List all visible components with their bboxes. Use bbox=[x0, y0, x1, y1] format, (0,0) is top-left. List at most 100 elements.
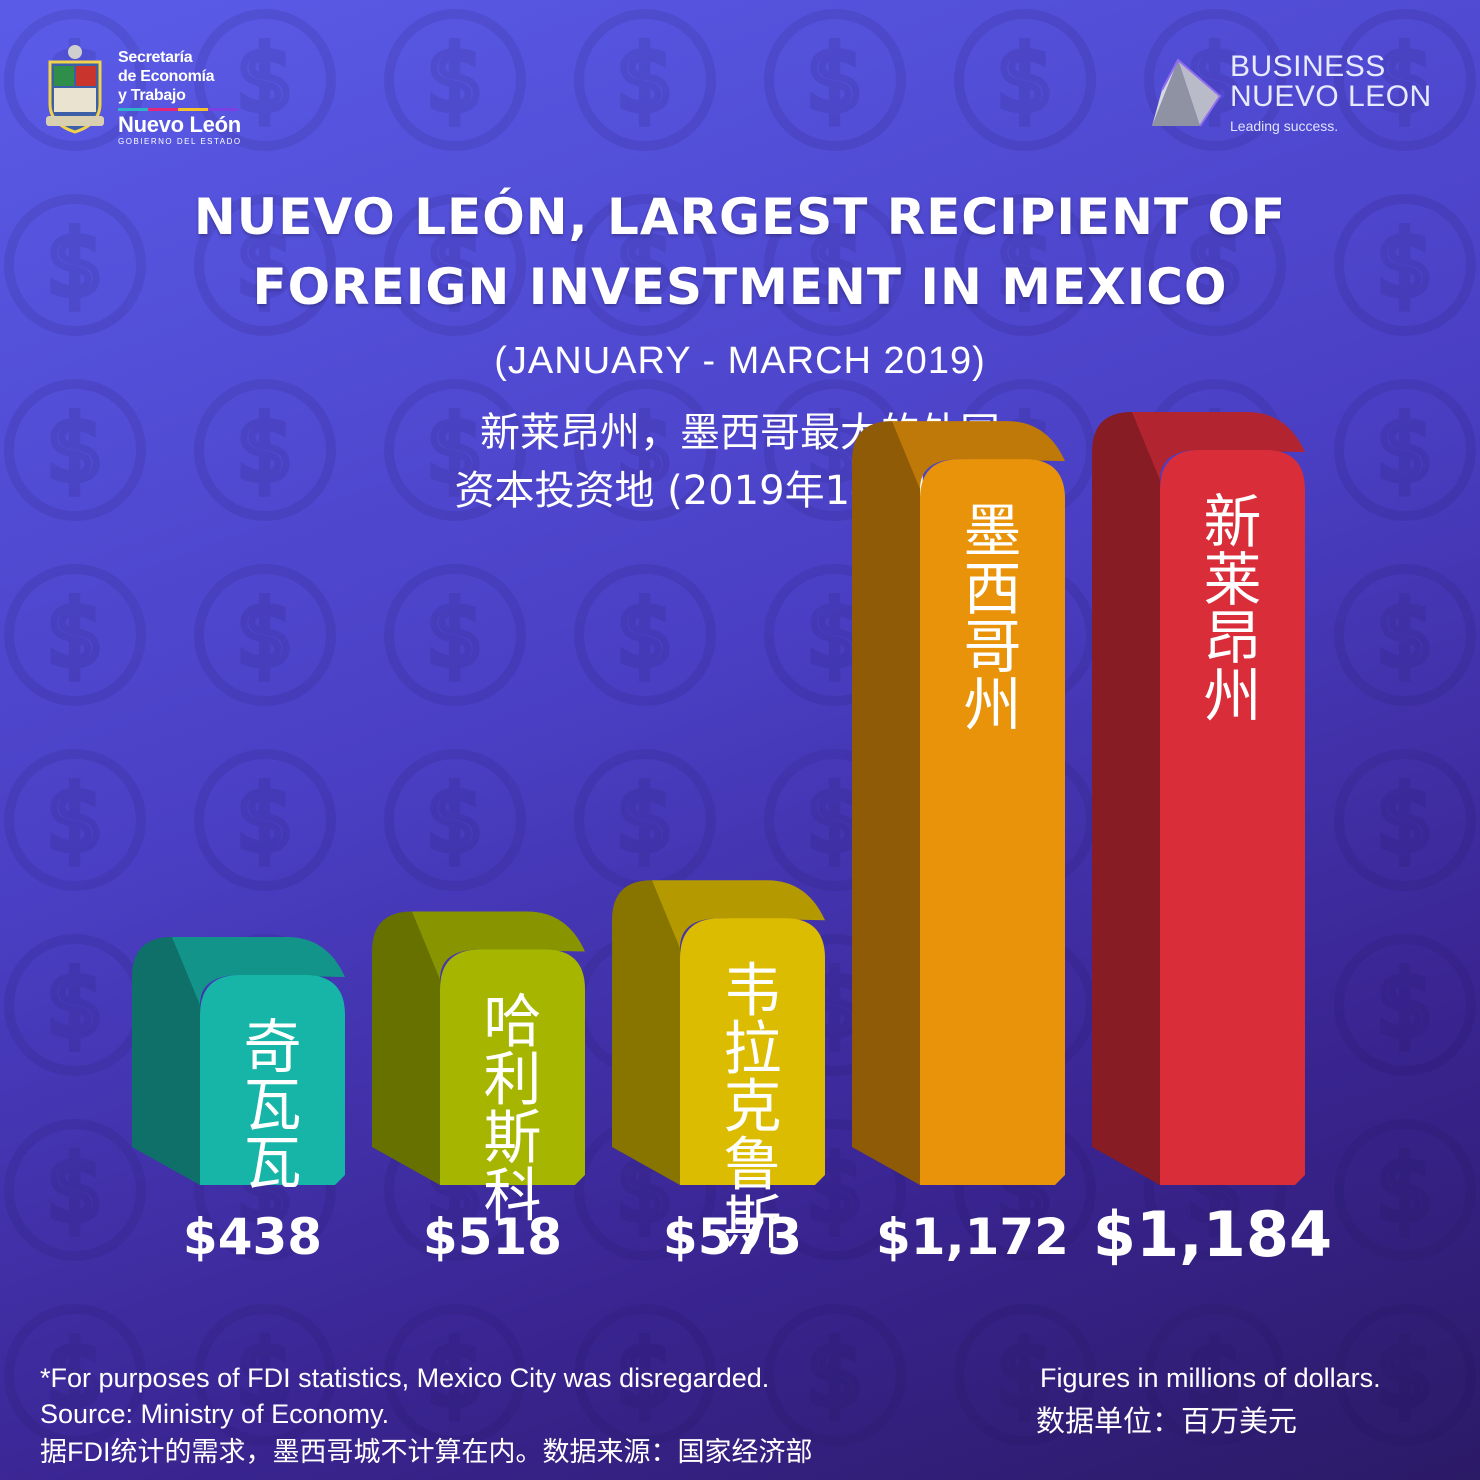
bar-front-face bbox=[1160, 450, 1305, 1185]
value-label: $1,184 bbox=[1093, 1198, 1332, 1271]
svg-text:$: $ bbox=[236, 582, 293, 687]
svg-text:$: $ bbox=[46, 397, 103, 502]
dollar-coin-icon: $ bbox=[1144, 9, 1286, 151]
dollar-coin-icon: $ bbox=[384, 9, 526, 151]
dollar-coin-icon: $ bbox=[574, 564, 716, 706]
value-label: $438 bbox=[183, 1208, 322, 1266]
dollar-coin-icon: $ bbox=[194, 749, 336, 891]
svg-text:$: $ bbox=[616, 767, 673, 872]
biz-logo-line-1: BUSINESS bbox=[1230, 50, 1386, 83]
dollar-coin-icon: $ bbox=[384, 749, 526, 891]
chart-title-line-1: NUEVO LEÓN, LARGEST RECIPIENT OF bbox=[193, 188, 1287, 246]
bar-side-face bbox=[852, 421, 920, 1185]
business-nuevo-leon-logo: BUSINESS NUEVO LEON Leading success. bbox=[1148, 52, 1448, 142]
bar-side-face bbox=[372, 911, 440, 1185]
svg-text:$: $ bbox=[1376, 1322, 1433, 1427]
bar-front-face bbox=[920, 459, 1065, 1185]
footnote-chinese: 据FDI统计的需求，墨西哥城不计算在内。数据来源：国家经济部 bbox=[40, 1437, 813, 1467]
svg-text:$: $ bbox=[46, 1322, 103, 1427]
svg-text:$: $ bbox=[806, 212, 863, 317]
svg-text:$: $ bbox=[996, 1322, 1053, 1427]
category-label: 墨西哥州 bbox=[963, 497, 1021, 739]
dollar-coin-icon: $ bbox=[4, 379, 146, 521]
dollar-coin-icon: $ bbox=[954, 9, 1096, 151]
gov-logo-line-2: de Economía bbox=[118, 68, 215, 85]
dollar-coin-icon: $ bbox=[574, 379, 716, 521]
bar-side-face bbox=[612, 880, 680, 1185]
value-label: $573 bbox=[663, 1208, 802, 1266]
svg-text:$: $ bbox=[616, 1322, 673, 1427]
gov-logo-line-1: Secretaría bbox=[118, 49, 193, 66]
svg-text:$: $ bbox=[1376, 1137, 1433, 1242]
dollar-coin-icon: $ bbox=[574, 9, 716, 151]
svg-text:$: $ bbox=[46, 952, 103, 1057]
value-label: $518 bbox=[423, 1208, 562, 1266]
dollar-coin-icon: $ bbox=[194, 9, 336, 151]
category-label: 哈利斯科 bbox=[483, 988, 541, 1230]
category-label: 奇瓦瓦 bbox=[243, 1013, 301, 1197]
coat-of-arms-icon bbox=[46, 45, 104, 134]
dollar-coin-icon: $ bbox=[194, 379, 336, 521]
svg-text:$: $ bbox=[1376, 397, 1433, 502]
dollar-coin-icon: $ bbox=[764, 1304, 906, 1446]
bar-2: 哈利斯科$518 bbox=[372, 911, 585, 1266]
pyramid-logo-icon bbox=[1152, 58, 1222, 127]
dollar-coin-icon: $ bbox=[194, 1304, 336, 1446]
svg-text:$: $ bbox=[426, 397, 483, 502]
dollar-coin-icon: $ bbox=[4, 1304, 146, 1446]
dollar-coin-icon: $ bbox=[1334, 749, 1476, 891]
dollar-coin-icon: $ bbox=[4, 749, 146, 891]
bar-front-face bbox=[200, 975, 345, 1185]
svg-text:$: $ bbox=[236, 767, 293, 872]
svg-text:$: $ bbox=[616, 397, 673, 502]
units-note: Figures in millions of dollars. bbox=[1040, 1363, 1381, 1393]
svg-text:$: $ bbox=[616, 582, 673, 687]
bar-3: 韦拉克鲁斯$573 bbox=[612, 880, 825, 1266]
value-label: $1,172 bbox=[876, 1208, 1069, 1266]
dollar-coin-icon: $ bbox=[4, 564, 146, 706]
dollar-coin-icon: $ bbox=[1334, 564, 1476, 706]
dollar-coin-icon: $ bbox=[1334, 1119, 1476, 1261]
units-note-chinese: 数据单位：百万美元 bbox=[1036, 1406, 1298, 1438]
svg-text:$: $ bbox=[236, 1322, 293, 1427]
svg-text:$: $ bbox=[236, 397, 293, 502]
svg-text:$: $ bbox=[426, 212, 483, 317]
category-label: 韦拉克鲁斯 bbox=[723, 956, 781, 1256]
svg-text:$: $ bbox=[426, 767, 483, 872]
svg-text:$: $ bbox=[46, 212, 103, 317]
svg-text:$: $ bbox=[46, 582, 103, 687]
dollar-coin-icon: $ bbox=[1334, 9, 1476, 151]
bar-top-face bbox=[1132, 412, 1305, 480]
dollar-coin-icon: $ bbox=[764, 1119, 906, 1261]
bar-top-face bbox=[652, 880, 825, 949]
dollar-coin-icon: $ bbox=[384, 194, 526, 336]
svg-text:$: $ bbox=[236, 27, 293, 132]
gov-logo-state: Nuevo León bbox=[118, 112, 241, 137]
svg-text:$: $ bbox=[1186, 212, 1243, 317]
bar-5: 新莱昂州 $1,184 bbox=[1092, 412, 1332, 1271]
gov-logo-caption: GOBIERNO DEL ESTADO bbox=[118, 137, 242, 146]
bar-front-face bbox=[680, 918, 825, 1185]
footnote-mexico-city: *For purposes of FDI statistics, Mexico … bbox=[40, 1363, 770, 1393]
footnote-source: Source: Ministry of Economy. bbox=[40, 1399, 390, 1429]
dollar-coin-icon: $ bbox=[1334, 934, 1476, 1076]
svg-text:$: $ bbox=[1376, 212, 1433, 317]
dollar-coin-icon: $ bbox=[194, 194, 336, 336]
svg-text:$: $ bbox=[426, 1322, 483, 1427]
dollar-coin-icon: $ bbox=[1334, 379, 1476, 521]
dollar-coin-icon: $ bbox=[764, 194, 906, 336]
svg-text:$: $ bbox=[1376, 582, 1433, 687]
dollar-coin-icon: $ bbox=[384, 1304, 526, 1446]
svg-text:$: $ bbox=[1376, 952, 1433, 1057]
category-label: 新莱昂州 bbox=[1203, 488, 1261, 730]
bar-top-face bbox=[412, 911, 585, 980]
dollar-coin-icon: $ bbox=[1334, 1304, 1476, 1446]
svg-text:$: $ bbox=[426, 27, 483, 132]
bar-1: 奇瓦瓦 $438 bbox=[132, 937, 345, 1266]
government-logo: Secretaría de Economía y Trabajo Nuevo L… bbox=[42, 44, 262, 154]
biz-logo-tagline: Leading success. bbox=[1230, 118, 1339, 134]
bar-side-face bbox=[132, 937, 200, 1185]
dollar-coin-icon: $ bbox=[384, 379, 526, 521]
svg-text:$: $ bbox=[996, 27, 1053, 132]
